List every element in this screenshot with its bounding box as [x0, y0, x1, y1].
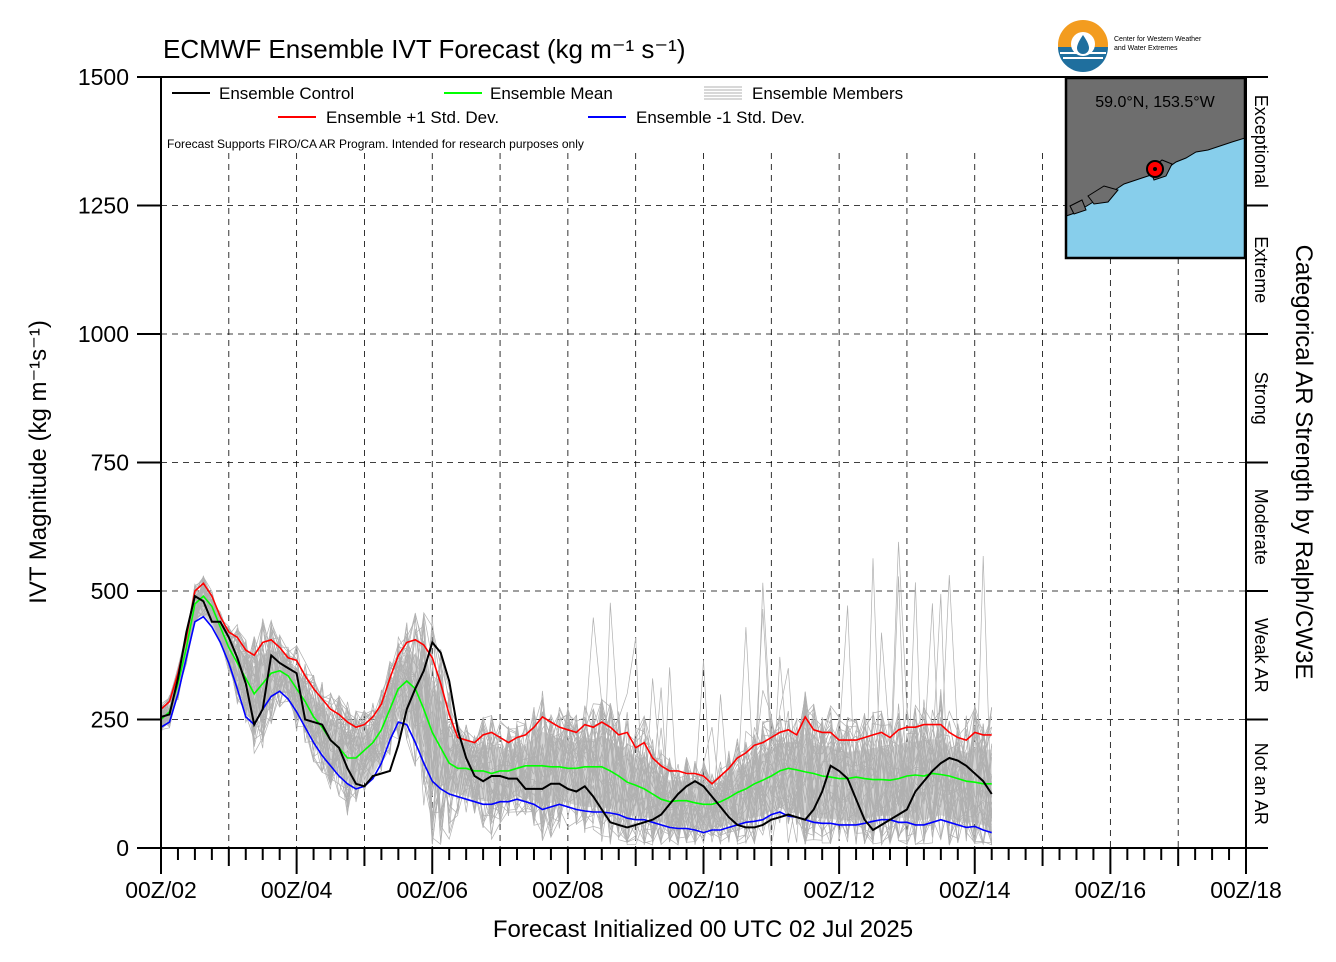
category-label: Strong: [1251, 372, 1271, 425]
member-line: [160, 607, 993, 845]
x-tick-label: 00Z/06: [396, 877, 468, 903]
x-tick-label: 00Z/04: [261, 877, 333, 903]
category-label: Moderate: [1251, 489, 1271, 565]
cw3e-logo: Center for Western Weather and Water Ext…: [1058, 20, 1202, 72]
inset-coordinates: 59.0°N, 153.5°W: [1095, 94, 1215, 111]
x-tick-label: 00Z/16: [1075, 877, 1147, 903]
y-tick-label: 1250: [78, 193, 129, 219]
y-tick-label: 1000: [78, 321, 129, 347]
legend-label-members: Ensemble Members: [752, 84, 903, 103]
category-label: Weak AR: [1251, 618, 1271, 693]
series-ensemble-1-std-dev-: [160, 615, 992, 834]
x-tick-label: 00Z/02: [125, 877, 197, 903]
logo-line-1: Center for Western Weather: [1114, 36, 1202, 43]
disclaimer-note: Forecast Supports FIRO/CA AR Program. In…: [167, 137, 584, 151]
y-axis-label: IVT Magnitude (kg m⁻¹s⁻¹): [25, 320, 52, 604]
member-line: [160, 558, 993, 846]
series-ensemble-control: [160, 594, 993, 832]
category-axis-title: Categorical AR Strength by Ralph/CW3E: [1290, 245, 1317, 680]
legend-label-minus: Ensemble -1 Std. Dev.: [636, 108, 805, 127]
category-label: Extreme: [1251, 236, 1271, 303]
category-label: Not an AR: [1251, 743, 1271, 825]
legend-label-mean: Ensemble Mean: [490, 84, 613, 103]
legend: Ensemble Control Ensemble Mean Ensemble …: [167, 84, 903, 151]
y-tick-label: 500: [91, 578, 129, 604]
member-line: [160, 576, 993, 846]
gridlines: [161, 153, 1246, 848]
location-inset-map: 59.0°N, 153.5°W: [1064, 76, 1247, 260]
x-tick-label: 00Z/08: [532, 877, 604, 903]
member-line: [160, 576, 993, 845]
x-tick-label: 00Z/14: [939, 877, 1011, 903]
chart-title: ECMWF Ensemble IVT Forecast (kg m⁻¹ s⁻¹): [163, 34, 685, 64]
y-tick-label: 750: [91, 450, 129, 476]
y-tick-label: 250: [91, 707, 129, 733]
legend-label-plus: Ensemble +1 Std. Dev.: [326, 108, 499, 127]
x-tick-label: 00Z/12: [803, 877, 875, 903]
member-line: [160, 588, 993, 844]
member-line: [160, 582, 993, 845]
series-lines: [160, 582, 993, 834]
y-tick-label: 0: [116, 835, 129, 861]
x-tick-label: 00Z/18: [1210, 877, 1282, 903]
category-label: Exceptional: [1251, 95, 1271, 188]
logo-drop-icon: [1077, 35, 1089, 54]
axes: 0 250 500 750 1000 1250 1500 00Z/02 00Z/04 00Z/06…: [78, 64, 1282, 903]
series-ensemble-1-std-dev-: [160, 582, 992, 785]
member-line: [160, 593, 993, 847]
logo-line-2: and Water Extremes: [1114, 45, 1178, 52]
x-axis-label: Forecast Initialized 00 UTC 02 Jul 2025: [493, 916, 913, 943]
legend-label-control: Ensemble Control: [219, 84, 354, 103]
x-tick-label: 00Z/10: [668, 877, 740, 903]
y-tick-label: 1500: [78, 64, 129, 90]
legend-swatch-members: [704, 86, 742, 100]
